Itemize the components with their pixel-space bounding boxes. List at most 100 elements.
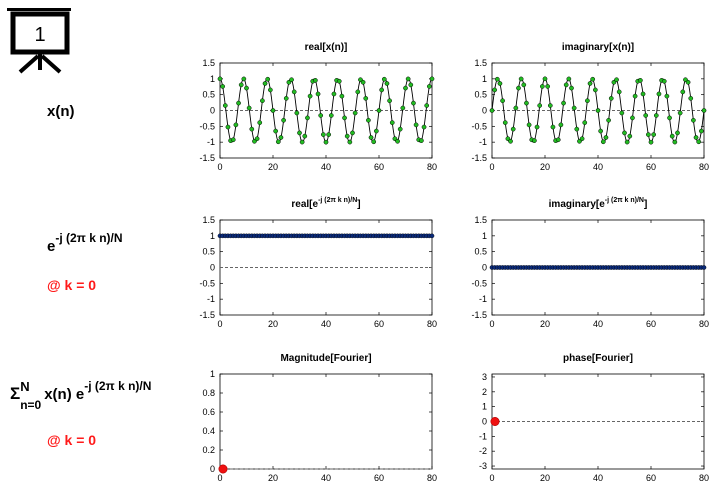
- real_x-y-tick-label: 1: [210, 74, 215, 84]
- imag_x-y-tick-label: 1: [482, 74, 487, 84]
- real_x-y-tick-label: -0.5: [199, 121, 215, 131]
- real_x-data-point: [289, 77, 294, 83]
- sum-upper-bound: N: [20, 379, 30, 394]
- real_x-data-point: [313, 78, 318, 83]
- imag_x-y-tick-label: -0.5: [471, 121, 487, 131]
- imag_x-data-point: [595, 108, 601, 113]
- real_x-data-point: [400, 105, 406, 111]
- magnitude-y-tick-label: 0.6: [202, 407, 215, 417]
- imag_x-data-point: [624, 139, 630, 145]
- real_x-data-point: [326, 132, 331, 137]
- imag_x-data-point: [616, 89, 622, 95]
- real_e-y-tick-label: -0.5: [199, 278, 215, 288]
- real_x-x-tick-label: 80: [427, 162, 437, 172]
- real_x-data-point: [331, 91, 337, 97]
- plot-title-imag-x: imaginary[x(n)]: [562, 42, 634, 53]
- imag_x-data-point: [691, 117, 696, 123]
- imag_x-y-tick-label: 1.5: [474, 58, 487, 68]
- magnitude-x-tick-label: 0: [217, 473, 222, 483]
- real_e-y-tick-label: 1.5: [202, 215, 215, 225]
- phase-y-tick-label: -2: [479, 446, 487, 456]
- real_x-data-point: [236, 100, 241, 106]
- real_x-y-tick-label: -1.5: [199, 153, 215, 163]
- imag_e-y-tick-label: 0.5: [474, 247, 487, 257]
- imag_x-data-point: [550, 124, 556, 130]
- real_x-data-point: [238, 82, 244, 88]
- real_e-y-tick-label: -1: [207, 294, 215, 304]
- kernel-exponent: -j (2π k n)/N: [55, 231, 123, 245]
- imag_x-data-point: [627, 133, 633, 139]
- imag_e-y-tick-label: 1: [482, 231, 487, 241]
- real_x-y-tick-label: 0.5: [202, 90, 215, 100]
- imag_x-data-point: [524, 100, 529, 106]
- imag_x-x-tick-label: 60: [646, 162, 656, 172]
- real_x-data-point: [421, 124, 427, 130]
- real_x-data-point: [291, 89, 297, 95]
- real_e-data-point: [429, 233, 435, 239]
- imag_x-data-point: [685, 79, 691, 85]
- real_x-data-point: [368, 135, 374, 140]
- sum-lower-bound: n=0: [20, 398, 42, 412]
- imag_x-data-point: [630, 115, 635, 121]
- real_x-data-point: [374, 128, 379, 134]
- real_e-y-tick-label: -1.5: [199, 310, 215, 320]
- magnitude-x-tick-label: 20: [268, 473, 278, 483]
- magnitude-y-tick-label: 0.2: [202, 445, 215, 455]
- real_x-x-tick-label: 40: [321, 162, 331, 172]
- imag_x-data-point: [667, 115, 672, 121]
- imag_x-data-point: [701, 108, 707, 113]
- real_x-data-point: [405, 76, 411, 82]
- imag_e-data-point: [701, 265, 707, 270]
- real_x-x-tick-label: 20: [268, 162, 278, 172]
- imag_x-data-point: [555, 137, 561, 143]
- signal-label: x(n): [47, 103, 75, 120]
- plot-title-real-x: real[x(n)]: [305, 42, 348, 53]
- imag_x-data-point: [566, 76, 572, 82]
- imag_x-data-point: [656, 91, 662, 97]
- real_x-data-point: [360, 79, 366, 85]
- real_x-y-tick-label: 0: [210, 106, 215, 116]
- real_x-data-point: [318, 113, 324, 118]
- magnitude-y-tick-label: 0.4: [202, 426, 215, 436]
- imag_x-data-point: [569, 85, 574, 91]
- imag_x-data-point: [696, 139, 702, 145]
- real_x-data-point: [299, 139, 305, 145]
- imag_x-data-point: [510, 126, 516, 132]
- real_e-x-tick-label: 20: [268, 319, 278, 329]
- real_x-data-point: [328, 113, 334, 118]
- imag_x-data-point: [640, 91, 646, 97]
- imag_x-data-point: [587, 81, 593, 86]
- imag_x-data-point: [579, 136, 585, 142]
- imag_x-data-point: [669, 133, 675, 139]
- imag_x-data-point: [688, 96, 694, 101]
- imag_x-data-point: [513, 105, 519, 111]
- real_e-x-tick-label: 60: [374, 319, 384, 329]
- phase-y-tick-label: -1: [479, 431, 487, 441]
- real_x-data-point: [275, 139, 281, 145]
- real_x-data-point: [403, 85, 408, 91]
- real_x-data-point: [278, 135, 284, 140]
- magnitude-axes-frame: [219, 373, 433, 470]
- presentation-board-icon[interactable]: 1: [4, 4, 74, 76]
- imag_x-data-point: [651, 132, 657, 137]
- imag_x-data-point: [590, 76, 596, 82]
- real_x-data-point: [389, 120, 395, 125]
- fourier-condition: @ k = 0: [47, 432, 97, 448]
- real-e-prefix: real[e: [291, 199, 318, 210]
- phase-y-tick-label: 1: [482, 402, 487, 412]
- imag_x-data-point: [500, 98, 505, 104]
- real_x-data-point: [387, 98, 392, 104]
- real_x-data-point: [379, 87, 384, 93]
- magnitude-y-tick-label: 1: [210, 369, 215, 379]
- real_e-x-tick-label: 80: [427, 319, 437, 329]
- real_x-data-point: [281, 117, 286, 123]
- real_x-data-point: [411, 100, 416, 106]
- imag_x-data-point: [638, 78, 643, 83]
- magnitude-y-tick-label: 0.8: [202, 388, 215, 398]
- imag_e-y-tick-label: 1.5: [474, 215, 487, 225]
- real_x-data-point: [257, 120, 263, 125]
- phase-x-tick-label: 0: [489, 473, 494, 483]
